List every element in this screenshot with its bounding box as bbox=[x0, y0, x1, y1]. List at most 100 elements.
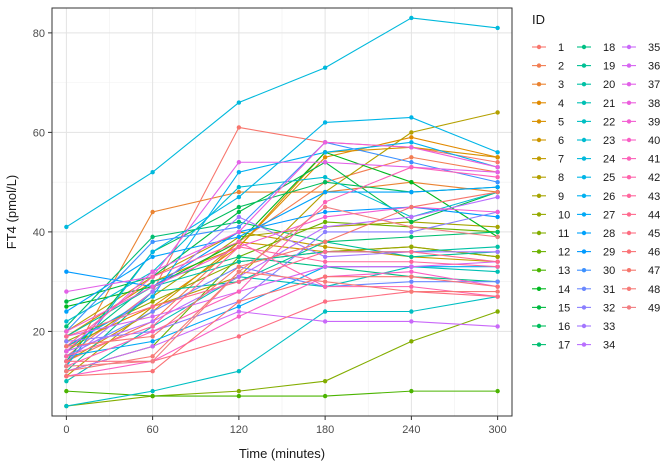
data-point bbox=[495, 264, 500, 269]
series-line bbox=[66, 261, 498, 337]
legend-label: 44 bbox=[648, 209, 660, 221]
data-point bbox=[409, 244, 414, 250]
legend-label: 2 bbox=[558, 61, 564, 73]
legend-item-31: 31 bbox=[577, 284, 615, 296]
series-line bbox=[66, 390, 498, 397]
legend-item-28: 28 bbox=[577, 228, 615, 240]
series-35 bbox=[64, 309, 500, 374]
data-point bbox=[150, 309, 155, 314]
data-point bbox=[495, 234, 500, 240]
data-point bbox=[150, 324, 155, 329]
series-line bbox=[66, 126, 498, 357]
legend-label: 4 bbox=[558, 98, 564, 110]
data-point bbox=[409, 284, 414, 289]
data-point bbox=[495, 194, 500, 200]
data-point bbox=[409, 115, 414, 120]
legend-item-26: 26 bbox=[577, 191, 615, 203]
legend-item-5: 5 bbox=[532, 116, 564, 128]
data-point bbox=[150, 393, 155, 399]
legend-label: 20 bbox=[603, 79, 615, 91]
data-point bbox=[64, 344, 69, 349]
legend-item-30: 30 bbox=[577, 265, 615, 277]
data-point bbox=[236, 239, 242, 245]
legend-key-point bbox=[626, 193, 632, 198]
data-point bbox=[150, 274, 155, 279]
legend-label: 42 bbox=[648, 172, 660, 184]
data-point bbox=[236, 219, 242, 225]
legend-item-12: 12 bbox=[532, 247, 570, 259]
data-point bbox=[236, 214, 242, 220]
data-point bbox=[150, 319, 155, 324]
legend-label: 34 bbox=[603, 340, 615, 352]
data-point bbox=[150, 289, 155, 294]
legend-item-10: 10 bbox=[532, 209, 570, 221]
data-point bbox=[409, 145, 414, 150]
series-line bbox=[66, 156, 498, 362]
series-line bbox=[66, 291, 498, 362]
data-point bbox=[409, 274, 414, 279]
data-point bbox=[495, 244, 500, 250]
data-point bbox=[495, 179, 500, 185]
legend: 1234567891011121314151617181920212223242… bbox=[532, 42, 660, 352]
legend-key-point bbox=[626, 212, 632, 217]
legend-item-46: 46 bbox=[622, 247, 660, 259]
legend-key-point bbox=[626, 268, 632, 273]
data-point bbox=[409, 339, 414, 344]
legend-item-8: 8 bbox=[532, 172, 564, 184]
legend-label: 36 bbox=[648, 61, 660, 73]
data-point bbox=[322, 319, 328, 324]
data-point bbox=[495, 284, 500, 289]
data-point bbox=[322, 199, 328, 205]
legend-label: 28 bbox=[603, 228, 615, 240]
legend-key-point bbox=[536, 286, 542, 291]
series-49 bbox=[64, 204, 500, 369]
data-point bbox=[236, 229, 242, 235]
data-point bbox=[322, 309, 328, 314]
data-point bbox=[495, 184, 500, 190]
legend-key-point bbox=[626, 175, 632, 180]
data-point bbox=[322, 249, 328, 255]
legend-label: 6 bbox=[558, 135, 564, 147]
data-point bbox=[495, 160, 500, 165]
legend-label: 11 bbox=[558, 228, 569, 240]
data-point bbox=[322, 160, 328, 165]
data-point bbox=[495, 150, 500, 155]
series-line bbox=[66, 266, 498, 357]
data-point bbox=[495, 189, 500, 195]
data-point bbox=[495, 174, 500, 180]
legend-key-point bbox=[581, 230, 587, 236]
data-point bbox=[236, 209, 242, 215]
data-point bbox=[409, 259, 414, 264]
legend-key-point bbox=[581, 44, 587, 50]
data-point bbox=[322, 65, 328, 70]
series-line bbox=[65, 181, 498, 367]
data-point bbox=[150, 279, 155, 284]
data-point bbox=[150, 234, 155, 240]
legend-label: 8 bbox=[558, 172, 564, 184]
series-line bbox=[66, 176, 498, 322]
data-point bbox=[64, 309, 69, 314]
data-point bbox=[409, 15, 414, 21]
series-line bbox=[66, 191, 498, 347]
legend-label: 18 bbox=[603, 42, 615, 54]
data-point bbox=[409, 130, 414, 135]
data-point bbox=[150, 284, 155, 289]
data-point bbox=[409, 269, 414, 274]
data-point bbox=[150, 254, 155, 259]
data-point bbox=[150, 388, 155, 394]
legend-item-40: 40 bbox=[622, 135, 660, 147]
legend-label: 37 bbox=[648, 79, 660, 91]
data-point bbox=[236, 259, 242, 264]
series-line bbox=[66, 206, 498, 288]
data-point bbox=[236, 289, 242, 294]
data-point bbox=[495, 169, 500, 175]
legend-label: 27 bbox=[603, 209, 615, 221]
data-point bbox=[64, 354, 69, 359]
legend-key-point bbox=[536, 119, 542, 124]
legend-label: 13 bbox=[558, 265, 570, 277]
series-line bbox=[66, 136, 498, 347]
series-line bbox=[66, 251, 498, 337]
data-point bbox=[322, 174, 328, 180]
legend-label: 3 bbox=[558, 79, 564, 91]
series-13 bbox=[64, 388, 500, 399]
